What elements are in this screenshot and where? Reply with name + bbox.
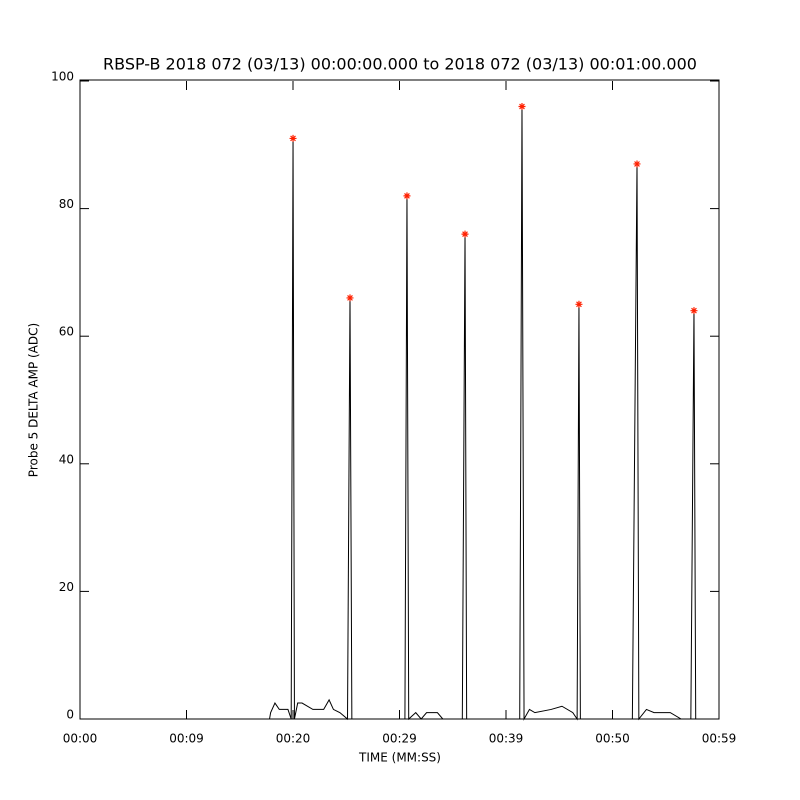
x-tick-label: 00:50 [595, 732, 630, 746]
y-axis-label: Probe 5 DELTA AMP (ADC) [27, 323, 41, 477]
peak-marker [575, 300, 583, 308]
peak-marker [690, 307, 698, 315]
peak-marker [518, 103, 526, 111]
x-tick-label: 00:59 [702, 732, 737, 746]
data-line [80, 106, 719, 721]
peak-marker [633, 160, 641, 168]
y-tick-label: 20 [59, 580, 74, 594]
y-tick-label: 80 [59, 197, 74, 211]
x-tick-label: 00:29 [382, 732, 417, 746]
peak-marker [346, 294, 354, 302]
y-tick-label: 0 [66, 708, 74, 722]
x-tick-label: 00:09 [169, 732, 204, 746]
y-tick-label: 100 [51, 70, 74, 84]
x-tick-label: 00:20 [276, 732, 311, 746]
peak-marker [403, 192, 411, 200]
chart-title: RBSP-B 2018 072 (03/13) 00:00:00.000 to … [103, 55, 697, 74]
y-tick-label: 60 [59, 325, 74, 339]
peak-marker [461, 230, 469, 238]
x-axis-label: TIME (MM:SS) [358, 751, 441, 765]
plot-frame [79, 79, 720, 720]
x-tick-label: 00:00 [63, 732, 98, 746]
y-tick-label: 40 [59, 452, 74, 466]
x-tick-label: 00:39 [489, 732, 524, 746]
peak-marker [289, 134, 297, 142]
